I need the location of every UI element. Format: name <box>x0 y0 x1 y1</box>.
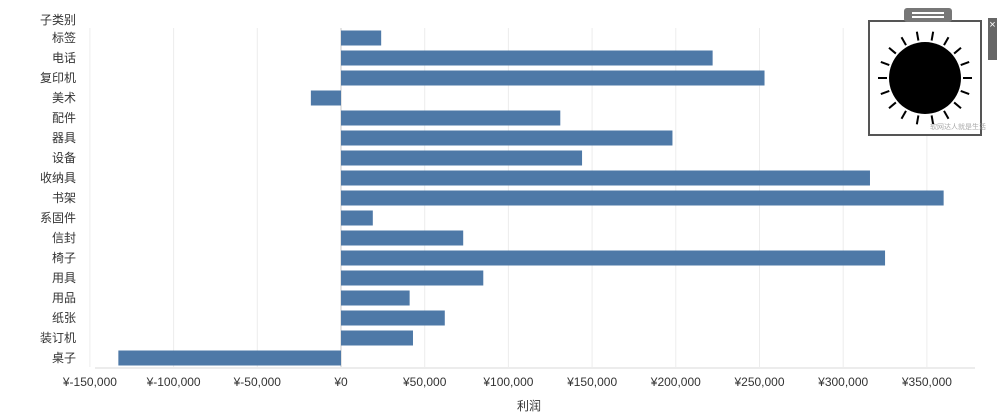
bar <box>341 70 765 86</box>
close-icon: × <box>989 19 996 31</box>
bar <box>341 170 870 186</box>
x-tick-label: ¥-150,000 <box>62 375 117 389</box>
x-tick-label: ¥-100,000 <box>146 375 201 389</box>
sun-ray <box>900 36 907 46</box>
bar <box>341 270 484 286</box>
category-label: 用品 <box>52 291 76 305</box>
x-tick-label: ¥50,000 <box>402 375 447 389</box>
category-label: 复印机 <box>40 71 76 85</box>
sun-ray <box>943 110 950 120</box>
sun-ray <box>888 101 897 109</box>
sun-ray <box>880 60 890 66</box>
category-label: 美术 <box>52 91 76 105</box>
bar <box>341 290 410 306</box>
x-tick-label: ¥250,000 <box>733 375 784 389</box>
bar <box>341 230 464 246</box>
category-label: 纸张 <box>52 311 76 325</box>
x-axis-title: 利润 <box>517 399 541 413</box>
x-tick-label: ¥100,000 <box>482 375 533 389</box>
bar <box>310 90 341 106</box>
sun-icon <box>878 31 972 125</box>
x-tick-label: ¥0 <box>333 375 348 389</box>
sun-ray <box>880 90 890 96</box>
category-label: 桌子 <box>52 351 76 365</box>
drag-handle[interactable] <box>904 8 952 22</box>
bar <box>118 350 341 366</box>
bar <box>341 210 373 226</box>
sun-ray <box>953 47 962 55</box>
category-label: 标签 <box>52 30 76 45</box>
category-label: 装订机 <box>40 331 76 345</box>
x-tick-label: ¥350,000 <box>901 375 952 389</box>
bar <box>341 250 886 266</box>
category-label: 设备 <box>52 151 76 165</box>
bar <box>341 130 673 146</box>
sun-ray <box>930 31 935 41</box>
category-label: 收纳具 <box>40 171 76 185</box>
sun-ray <box>900 110 907 120</box>
bar <box>341 50 713 66</box>
x-tick-label: ¥300,000 <box>817 375 868 389</box>
category-label: 用具 <box>52 271 76 285</box>
category-label: 电话 <box>52 51 76 65</box>
bar <box>341 330 413 346</box>
category-label: 配件 <box>52 111 76 125</box>
category-label: 信封 <box>52 231 76 245</box>
bar <box>341 310 445 326</box>
x-tick-label: ¥200,000 <box>650 375 701 389</box>
overlay-panel[interactable] <box>868 20 982 136</box>
sun-ray <box>915 115 920 125</box>
side-tab-close[interactable]: × <box>988 18 997 60</box>
rows-header: 子类别 <box>40 13 77 27</box>
bar <box>341 110 561 126</box>
bar <box>341 190 944 206</box>
bar <box>341 150 583 166</box>
category-label: 书架 <box>52 191 76 205</box>
sun-ray <box>943 36 950 46</box>
category-label: 器具 <box>52 131 76 145</box>
sun-ray <box>888 47 897 55</box>
sun-ray <box>915 31 920 41</box>
x-tick-label: ¥-50,000 <box>233 375 282 389</box>
category-label: 椅子 <box>52 251 76 265</box>
sun-ray <box>960 90 970 96</box>
sun-ray <box>953 101 962 109</box>
category-label: 系固件 <box>40 211 76 225</box>
sun-ray <box>960 60 970 66</box>
sun-ray <box>930 115 935 125</box>
watermark: 软网达人就是生活 <box>930 124 986 131</box>
bar <box>341 30 382 46</box>
x-tick-label: ¥150,000 <box>566 375 617 389</box>
